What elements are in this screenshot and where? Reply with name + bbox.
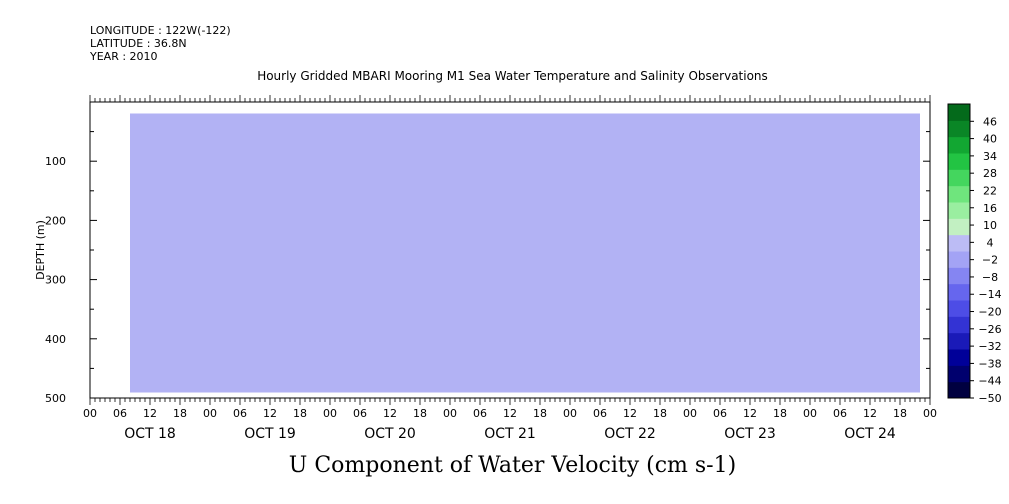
colorbar-label: −14	[978, 288, 1001, 301]
main-title: U Component of Water Velocity (cm s-1)	[288, 453, 737, 478]
year-label: YEAR : 2010	[90, 50, 158, 63]
longitude-label: LONGITUDE : 122W(-122)	[90, 24, 231, 37]
colorbar-segment	[948, 300, 970, 317]
x-hour-label: 06	[593, 407, 607, 420]
x-hour-label: 00	[443, 407, 457, 420]
x-hour-label: 12	[863, 407, 877, 420]
x-hour-label: 06	[353, 407, 367, 420]
x-hour-label: 00	[683, 407, 697, 420]
y-axis: 100 200 300 400 500	[45, 131, 930, 405]
y-tick-label: 500	[45, 392, 66, 405]
x-hour-label: 18	[173, 407, 187, 420]
colorbar-segment	[948, 104, 970, 121]
y-tick-label: 100	[45, 155, 66, 168]
x-day-label: OCT 23	[724, 426, 776, 442]
colorbar-segment	[948, 202, 970, 219]
latitude-label: LATITUDE : 36.8N	[90, 37, 187, 50]
x-day-label: OCT 20	[364, 426, 416, 442]
colorbar-segment	[948, 251, 970, 268]
y-tick-label: 200	[45, 214, 66, 227]
plot-area	[89, 101, 931, 399]
location-metadata: LONGITUDE : 122W(-122) LATITUDE : 36.8N …	[90, 24, 231, 63]
x-day-label: OCT 19	[244, 426, 296, 442]
x-day-label: OCT 18	[124, 426, 176, 442]
colorbar-segment	[948, 234, 970, 252]
colorbar-segment	[948, 120, 970, 138]
colorbar-segment	[948, 136, 970, 154]
colorbar-segment	[948, 185, 970, 203]
colorbar-segment	[948, 169, 970, 187]
colorbar-label: −50	[978, 392, 1001, 405]
chart-title: Hourly Gridded MBARI Mooring M1 Sea Wate…	[257, 69, 768, 83]
colorbar-label: −32	[978, 340, 1001, 353]
y-tick-label: 400	[45, 333, 66, 346]
x-hour-label: 06	[473, 407, 487, 420]
x-hour-label: 06	[713, 407, 727, 420]
colorbar-label: 10	[983, 219, 997, 232]
x-hour-label: 12	[143, 407, 157, 420]
colorbar-label: 16	[983, 202, 997, 215]
x-hour-label: 00	[923, 407, 937, 420]
heatmap-field	[130, 113, 920, 393]
colorbar-segment	[948, 332, 970, 350]
x-day-label: OCT 22	[604, 426, 656, 442]
colorbar-segment	[948, 316, 970, 334]
colorbar-segment	[948, 381, 970, 399]
x-hour-label: 00	[83, 407, 97, 420]
colorbar-label: −44	[978, 375, 1001, 388]
colorbar-segment	[948, 218, 970, 236]
x-hour-label: 06	[833, 407, 847, 420]
colorbar: 46 40 34 28 22 16 10 4 −2 −8 −14 −20 −26 −32 −38 −44 −50	[947, 103, 1002, 405]
colorbar-label: 28	[983, 167, 997, 180]
x-day-label: OCT 24	[844, 426, 896, 442]
x-day-label: OCT 21	[484, 426, 536, 442]
colorbar-segment	[948, 283, 970, 301]
x-hour-label: 18	[653, 407, 667, 420]
x-hour-label: 12	[623, 407, 637, 420]
x-hour-label: 06	[113, 407, 127, 420]
x-hour-label: 18	[293, 407, 307, 420]
colorbar-label: 22	[983, 184, 997, 197]
colorbar-label: −38	[978, 357, 1001, 370]
main-title-row: U Component of Water Velocity (cm s-1)	[0, 453, 1009, 478]
y-axis-label: DEPTH (m)	[34, 220, 47, 280]
x-hour-label: 06	[233, 407, 247, 420]
x-hour-label: 12	[263, 407, 277, 420]
colorbar-label: −2	[982, 254, 998, 267]
colorbar-segment	[948, 267, 970, 285]
x-hour-label: 00	[323, 407, 337, 420]
colorbar-label: −20	[978, 306, 1001, 319]
x-hour-label: 00	[803, 407, 817, 420]
y-tick-label: 300	[45, 274, 66, 287]
x-hour-label: 00	[563, 407, 577, 420]
colorbar-frame	[947, 103, 971, 399]
x-hour-label: 18	[893, 407, 907, 420]
colorbar-label: 4	[987, 236, 994, 249]
chart-title-row: Hourly Gridded MBARI Mooring M1 Sea Wate…	[0, 69, 1009, 83]
x-hour-label: 12	[743, 407, 757, 420]
colorbar-label: 34	[983, 150, 997, 163]
x-hour-label: 00	[203, 407, 217, 420]
colorbar-label: −8	[982, 271, 998, 284]
x-hour-label: 18	[533, 407, 547, 420]
x-hour-label: 12	[503, 407, 517, 420]
x-hour-label: 18	[773, 407, 787, 420]
colorbar-segment	[948, 349, 970, 366]
x-axis: 00 06 12 18 00 06 12 18 00 06 12 18 00 06 12 18 00 06 12 18…	[83, 95, 937, 442]
x-hour-label: 18	[413, 407, 427, 420]
colorbar-label: 46	[983, 115, 997, 128]
colorbar-label: −26	[978, 323, 1001, 336]
colorbar-segment	[948, 153, 970, 170]
colorbar-label: 40	[983, 133, 997, 146]
x-hour-label: 12	[383, 407, 397, 420]
colorbar-segment	[948, 365, 970, 383]
